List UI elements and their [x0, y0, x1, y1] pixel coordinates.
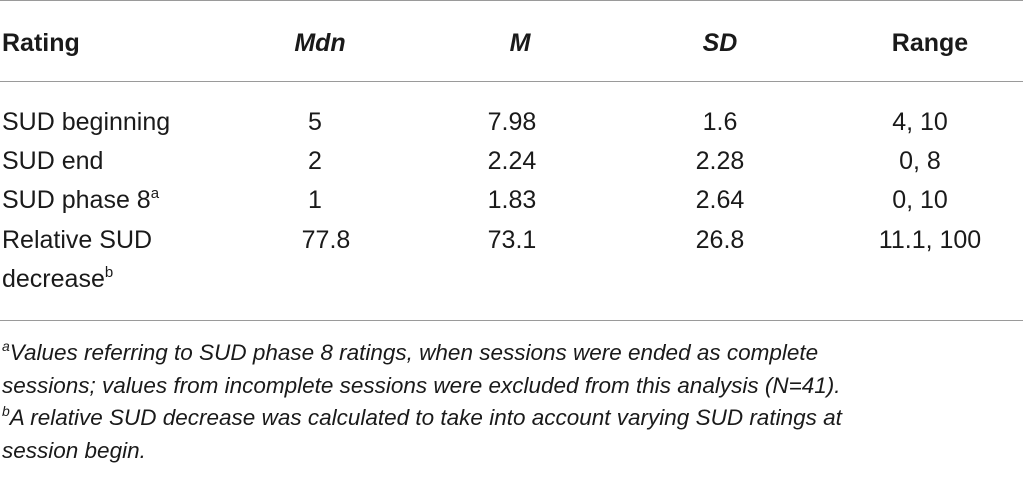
table-header-rule	[0, 81, 1023, 82]
row-label-text: decrease	[2, 265, 105, 293]
cell-range: 11.1, 100	[878, 226, 982, 254]
cell-sd: 2.64	[695, 186, 745, 214]
footnote-text: Values referring to SUD phase 8 ratings,…	[9, 340, 819, 365]
footnote-continued: session begin.	[2, 437, 146, 463]
row-label: Relative SUD	[2, 226, 153, 254]
cell-mdn: 5	[308, 108, 322, 136]
footnote-marker: b	[2, 403, 10, 419]
cell-range: 0, 8	[899, 147, 941, 175]
row-label-text: SUD phase 8	[2, 186, 151, 214]
cell-range: 4, 10	[892, 108, 948, 136]
row-label: SUD end	[2, 147, 104, 175]
table-footnotes: aValues referring to SUD phase 8 ratings…	[2, 337, 1017, 467]
cell-range: 0, 10	[892, 186, 948, 214]
header-sd: SD	[702, 29, 738, 57]
cell-m: 73.1	[487, 226, 537, 254]
cell-mdn: 2	[308, 147, 322, 175]
cell-m: 7.98	[487, 108, 537, 136]
cell-mdn: 77.8	[301, 226, 351, 254]
row-label-continued: decreaseb	[2, 260, 113, 298]
cell-sd: 1.6	[702, 108, 738, 136]
footnote: aValues referring to SUD phase 8 ratings…	[2, 337, 1017, 370]
footnote-marker: b	[104, 264, 114, 281]
header-m: M	[509, 29, 531, 57]
footnote: bA relative SUD decrease was calculated …	[2, 402, 1017, 435]
cell-sd: 26.8	[695, 226, 745, 254]
header-range: Range	[891, 29, 969, 57]
cell-m: 2.24	[487, 147, 537, 175]
cell-m: 1.83	[487, 186, 537, 214]
cell-sd: 2.28	[695, 147, 745, 175]
footnote-marker: a	[2, 338, 10, 354]
header-rating: Rating	[2, 29, 80, 57]
header-mdn: Mdn	[294, 29, 346, 57]
row-label: SUD phase 8a	[2, 181, 159, 219]
table-top-rule	[0, 0, 1023, 1]
cell-mdn: 1	[308, 186, 322, 214]
row-label: SUD beginning	[2, 108, 171, 136]
table-bottom-rule	[0, 320, 1023, 321]
footnote-text: A relative SUD decrease was calculated t…	[9, 405, 842, 430]
footnote-marker: a	[150, 185, 160, 202]
footnote-continued: sessions; values from incomplete session…	[2, 372, 841, 398]
